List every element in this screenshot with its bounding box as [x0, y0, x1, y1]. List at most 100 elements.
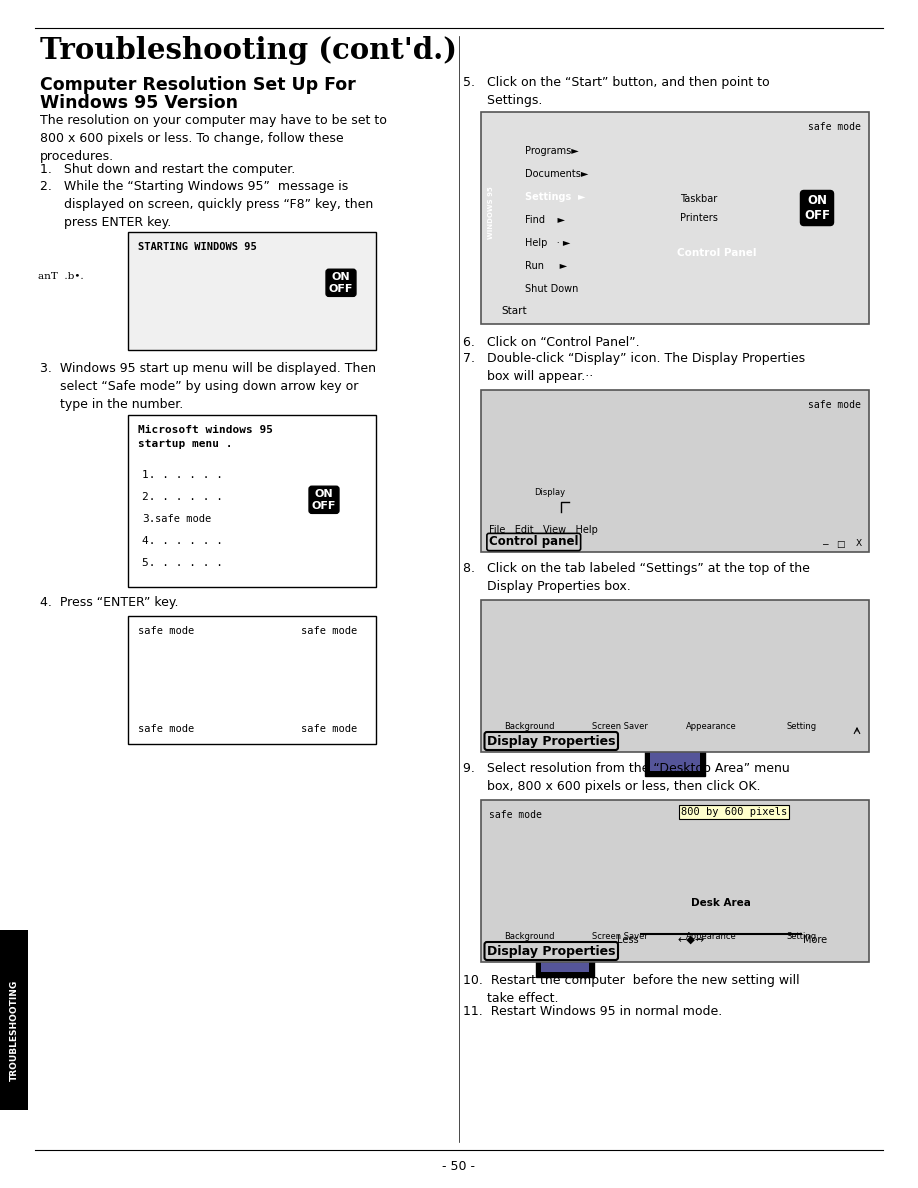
- Bar: [481, 517, 869, 532]
- Bar: [154, 514, 214, 527]
- Text: 4.  Press “ENTER” key.: 4. Press “ENTER” key.: [40, 596, 178, 609]
- Bar: [667, 716, 683, 726]
- Bar: [481, 298, 869, 324]
- Bar: [505, 143, 521, 160]
- Bar: [833, 536, 848, 551]
- Bar: [0, 930, 28, 1110]
- Text: safe mode: safe mode: [301, 626, 357, 636]
- Text: Run     ►: Run ►: [525, 261, 567, 271]
- Bar: [481, 138, 501, 298]
- Text: WINDOWS 95: WINDOWS 95: [488, 187, 494, 239]
- Text: □: □: [836, 539, 845, 549]
- Text: Microsoft windows 95
startup menu .: Microsoft windows 95 startup menu .: [138, 425, 273, 449]
- Text: Settings  ►: Settings ►: [525, 192, 586, 202]
- Bar: [533, 442, 567, 476]
- Text: Start: Start: [501, 307, 527, 316]
- Text: 7.   Double-click “Display” icon. The Display Properties
      box will appear.·: 7. Double-click “Display” icon. The Disp…: [463, 352, 805, 383]
- Text: safe mode: safe mode: [808, 400, 861, 410]
- Bar: [667, 714, 755, 729]
- Bar: [541, 937, 589, 972]
- Text: 1.   Shut down and restart the computer.: 1. Shut down and restart the computer.: [40, 163, 296, 176]
- Text: 11.  Restart Windows 95 in normal mode.: 11. Restart Windows 95 in normal mode.: [463, 1005, 722, 1018]
- Text: Display Properties: Display Properties: [487, 944, 615, 958]
- Bar: [503, 185, 658, 208]
- Text: Screen Saver: Screen Saver: [592, 933, 648, 941]
- Text: Find    ►: Find ►: [525, 215, 565, 225]
- Text: ON
OFF: ON OFF: [329, 272, 353, 293]
- Bar: [851, 536, 866, 551]
- Text: Display: Display: [534, 488, 565, 497]
- Bar: [617, 482, 651, 516]
- Text: Setting: Setting: [787, 933, 817, 941]
- Text: 3.  Windows 95 start up menu will be displayed. Then
     select “Safe mode” by : 3. Windows 95 start up menu will be disp…: [40, 362, 376, 411]
- Text: File   Edit   View   Help: File Edit View Help: [489, 525, 598, 535]
- Bar: [485, 714, 573, 729]
- Bar: [491, 402, 525, 436]
- Bar: [546, 916, 584, 922]
- Bar: [503, 208, 658, 230]
- Bar: [503, 162, 658, 185]
- Text: 8.   Click on the tab labeled “Settings” at the top of the
      Display Propert: 8. Click on the tab labeled “Settings” a…: [463, 562, 810, 593]
- Text: Control panel: Control panel: [489, 536, 578, 549]
- Text: 5. . . . . .: 5. . . . . .: [142, 558, 223, 568]
- Bar: [505, 234, 521, 252]
- Bar: [671, 895, 771, 912]
- Text: Desk Area: Desk Area: [691, 898, 751, 908]
- Bar: [128, 232, 376, 350]
- Text: safe mode: safe mode: [155, 514, 211, 524]
- Text: Shut Down: Shut Down: [525, 284, 578, 293]
- Text: Computer Resolution Set Up For: Computer Resolution Set Up For: [40, 76, 356, 94]
- Text: 1. . . . . .: 1. . . . . .: [142, 470, 223, 480]
- Text: safe mode: safe mode: [138, 723, 195, 734]
- Text: ←◆→: ←◆→: [677, 935, 705, 944]
- Bar: [645, 728, 705, 776]
- Bar: [481, 112, 869, 324]
- Bar: [533, 402, 567, 436]
- Bar: [533, 482, 567, 516]
- Bar: [481, 800, 869, 962]
- Text: 3.: 3.: [142, 514, 155, 524]
- Text: 2. . . . . .: 2. . . . . .: [142, 492, 223, 503]
- Bar: [484, 301, 544, 322]
- Text: Programs►: Programs►: [525, 146, 578, 156]
- Bar: [503, 254, 658, 277]
- Bar: [650, 733, 700, 771]
- Text: 6.   Click on “Control Panel”.: 6. Click on “Control Panel”.: [463, 336, 640, 349]
- Text: safe mode: safe mode: [301, 723, 357, 734]
- Text: Windows 95 Version: Windows 95 Version: [40, 94, 238, 112]
- Bar: [505, 165, 521, 183]
- Text: Setting: Setting: [787, 722, 817, 731]
- Bar: [617, 442, 651, 476]
- Bar: [575, 482, 609, 516]
- Text: Background: Background: [504, 722, 554, 731]
- Bar: [481, 390, 869, 552]
- Bar: [505, 257, 521, 274]
- Text: 800 by 600 pixels: 800 by 600 pixels: [681, 807, 788, 817]
- Bar: [536, 933, 594, 977]
- Text: Help   · ►: Help · ►: [525, 238, 570, 248]
- Text: safe mode: safe mode: [138, 626, 195, 636]
- Text: Printers: Printers: [680, 213, 718, 223]
- Text: X: X: [856, 539, 862, 549]
- Bar: [658, 185, 776, 263]
- Text: The resolution on your computer may have to be set to
800 x 600 pixels or less. : The resolution on your computer may have…: [40, 114, 386, 163]
- Text: 10.  Restart the computer  before the new setting will
      take effect.: 10. Restart the computer before the new …: [463, 974, 800, 1005]
- Text: Less: Less: [618, 935, 639, 944]
- Bar: [758, 714, 846, 729]
- Bar: [505, 280, 521, 298]
- Text: STARTING WINDOWS 95: STARTING WINDOWS 95: [138, 242, 257, 252]
- Text: Documents►: Documents►: [525, 169, 588, 179]
- Text: Appearance: Appearance: [686, 722, 736, 731]
- Bar: [485, 924, 573, 940]
- Text: 2.   While the “Starting Windows 95”  message is
      displayed on screen, quic: 2. While the “Starting Windows 95” messa…: [40, 181, 374, 229]
- Bar: [503, 139, 658, 162]
- Text: 9.   Select resolution from the “Desktop Area” menu
      box, 800 x 600 pixels : 9. Select resolution from the “Desktop A…: [463, 762, 789, 794]
- Bar: [658, 244, 776, 263]
- Text: TROUBLESHOOTING: TROUBLESHOOTING: [9, 979, 18, 1081]
- Text: 5.   Click on the “Start” button, and then point to
      Settings.: 5. Click on the “Start” button, and then…: [463, 76, 769, 107]
- Text: - 50 -: - 50 -: [442, 1159, 476, 1173]
- Text: Screen Saver: Screen Saver: [592, 722, 648, 731]
- Text: safe mode: safe mode: [808, 122, 861, 132]
- Bar: [491, 442, 525, 476]
- Text: ON
OFF: ON OFF: [312, 489, 336, 511]
